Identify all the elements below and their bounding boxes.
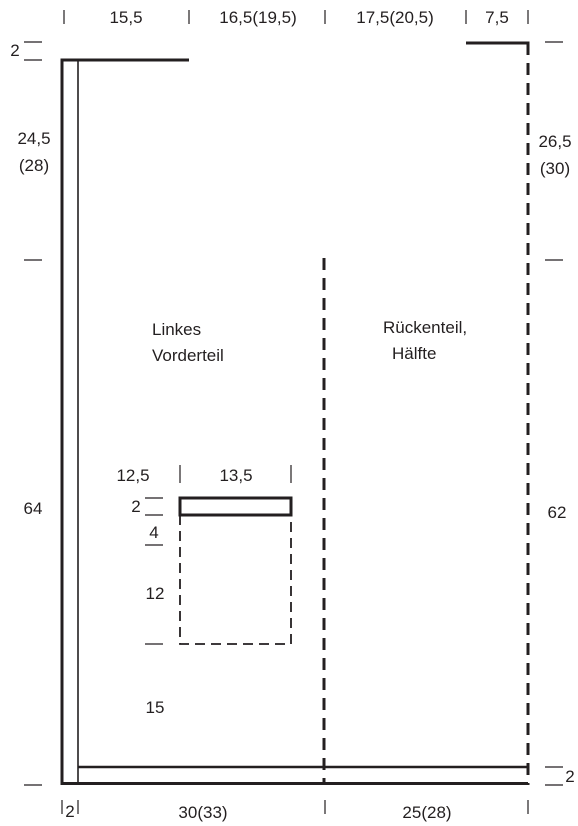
pocket-band	[178, 496, 293, 517]
left-dim-upper-a: 24,5	[17, 129, 50, 148]
bottom-dim-back: 25(28)	[402, 803, 451, 822]
left-dim-upper-b: (28)	[19, 156, 49, 175]
bottom-dim-band: 2	[65, 802, 74, 821]
pocket	[145, 465, 293, 645]
front-label-line2: Vorderteil	[152, 346, 224, 365]
pocket-dim-height: 12	[146, 584, 165, 603]
right-ticks	[545, 41, 563, 786]
left-ticks	[24, 41, 42, 786]
back-label-line2: Hälfte	[392, 344, 436, 363]
left-dim-top-edge: 2	[10, 41, 19, 60]
pocket-dim-bottom: 15	[146, 698, 165, 717]
bottom-dim-front: 30(33)	[178, 803, 227, 822]
right-dim-upper-a: 26,5	[538, 132, 571, 151]
pocket-dim-width: 13,5	[219, 466, 252, 485]
right-dim-upper-b: (30)	[540, 159, 570, 178]
front-piece-outline	[60, 58, 528, 785]
top-dim-3: 17,5(20,5)	[356, 8, 434, 27]
top-dim-4: 7,5	[485, 8, 509, 27]
pocket-dashed-outline	[179, 515, 292, 645]
pocket-dim-band: 4	[149, 523, 158, 542]
bottom-band-ticks	[61, 800, 79, 814]
top-dim-1: 15,5	[109, 8, 142, 27]
front-label-line1: Linkes	[152, 320, 201, 339]
back-label-line1: Rückenteil,	[383, 318, 467, 337]
right-dim-bottom-edge: 2	[565, 767, 574, 786]
pocket-dim-top: 2	[131, 497, 140, 516]
right-dim-lower: 62	[548, 503, 567, 522]
left-dim-lower: 64	[24, 499, 43, 518]
top-dim-2: 16,5(19,5)	[219, 8, 297, 27]
pocket-dim-offset: 12,5	[116, 466, 149, 485]
top-ticks	[63, 10, 529, 24]
bottom-ticks	[324, 800, 529, 814]
